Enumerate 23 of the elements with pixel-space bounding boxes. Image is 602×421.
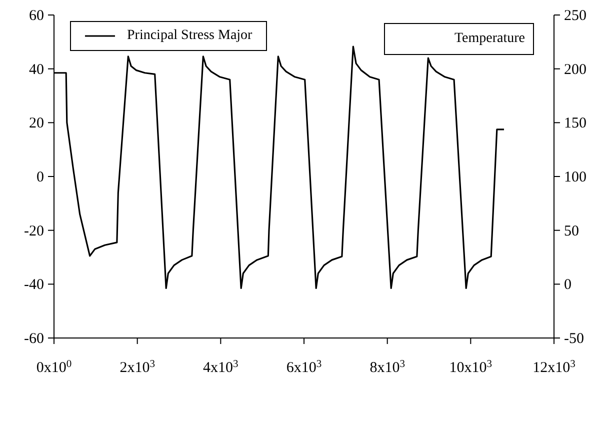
y-tick-label: 0 <box>36 170 44 186</box>
x-tick-label: 0x10$^{0}$ <box>36 358 72 376</box>
y2-tick-label: 250 <box>564 8 586 24</box>
x-tick-label: 10x10$^{3}$ <box>449 358 492 376</box>
y2-tick-label: 150 <box>564 116 586 132</box>
text-frame: Temperature <box>384 23 534 55</box>
y2-tick-label: -50 <box>564 331 584 347</box>
y2-tick-label: 0 <box>564 277 572 294</box>
y-tick-label: 60 <box>29 8 44 24</box>
y2-tick-label: 50 <box>564 223 579 240</box>
y-tick-label: 40 <box>29 62 44 78</box>
y2-tick-label: 200 <box>564 62 586 78</box>
legend-label: Principal Stress Major <box>127 28 252 44</box>
x-tick-label: 6x10$^{3}$ <box>286 358 322 376</box>
y-tick-label: -60 <box>24 331 44 347</box>
x-tick-label: 4x10$^{3}$ <box>203 358 238 376</box>
y2-tick-label: 100 <box>564 170 586 186</box>
y-tick-label: 20 <box>29 116 44 132</box>
x-tick-label: 8x10$^{3}$ <box>370 358 405 376</box>
y-tick-label: -20 <box>24 223 44 240</box>
x-tick-label: 12x10$^{3}$ <box>532 358 576 376</box>
x-tick-label: 2x10$^{3}$ <box>120 358 155 376</box>
y-tick-label: -40 <box>24 277 44 294</box>
